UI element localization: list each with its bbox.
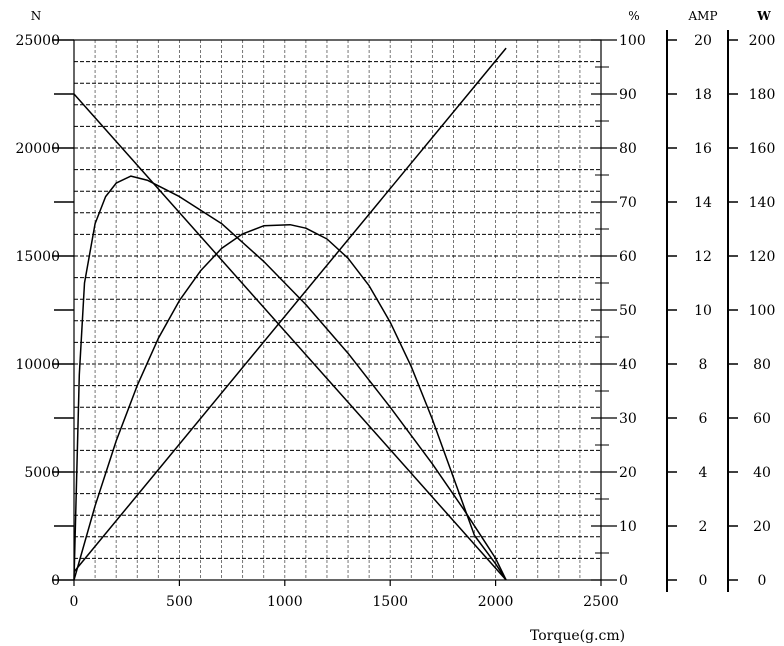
efficiency-tick-label: 50 [619, 303, 637, 319]
current-tick-label: 8 [699, 357, 708, 373]
efficiency-curve [73, 175, 507, 581]
speed-tick-label: 10000 [15, 357, 60, 373]
efficiency-tick-label: 30 [619, 411, 637, 427]
speed-axis-unit: N [31, 9, 42, 23]
x-tick-label: 1000 [267, 594, 303, 610]
current-tick-label: 4 [699, 465, 708, 481]
speed-tick-label: 5000 [24, 465, 60, 481]
power-tick-label: 160 [749, 141, 776, 157]
power-tick-label: 180 [749, 87, 776, 103]
power-curve [73, 223, 507, 581]
power-tick-label: 140 [749, 195, 776, 211]
plot-frame [73, 39, 602, 581]
speed-axis: N 0 5000 10000 15000 20000 25000 [15, 9, 74, 589]
speed-tick-label: 0 [51, 573, 60, 589]
power-tick-label: 120 [749, 249, 776, 265]
x-tick-label: 2500 [583, 594, 619, 610]
power-tick-label: 100 [749, 303, 776, 319]
current-tick-label: 6 [699, 411, 708, 427]
efficiency-tick-label: 90 [619, 87, 637, 103]
power-tick-label: 80 [753, 357, 771, 373]
x-tick-label: 500 [166, 594, 193, 610]
x-axis-title: Torque(g.cm) [530, 628, 625, 644]
efficiency-axis: % 0 10 20 30 40 50 60 70 80 90 100 [591, 9, 646, 589]
series-curves [73, 47, 507, 581]
power-tick-label: 40 [753, 465, 771, 481]
efficiency-tick-label: 10 [619, 519, 637, 535]
x-tick-label: 1500 [372, 594, 408, 610]
efficiency-tick-label: 80 [619, 141, 637, 157]
current-axis-unit: AMP [687, 9, 717, 23]
x-axis: 0 500 1000 1500 2000 2500 [70, 580, 619, 610]
current-tick-label: 10 [694, 303, 712, 319]
current-axis: AMP 0 2 4 6 8 10 12 14 16 18 20 [666, 9, 718, 592]
current-tick-label: 2 [699, 519, 708, 535]
current-curve [73, 47, 507, 573]
speed-tick-label: 20000 [15, 141, 60, 157]
x-tick-label: 0 [70, 594, 79, 610]
efficiency-tick-label: 60 [619, 249, 637, 265]
current-tick-label: 16 [694, 141, 712, 157]
efficiency-axis-unit: % [628, 9, 639, 23]
x-tick-label: 2000 [478, 594, 514, 610]
power-axis-unit: W [756, 9, 771, 23]
speed-curve [73, 93, 507, 581]
efficiency-tick-label: 100 [619, 33, 646, 49]
speed-tick-label: 15000 [15, 249, 60, 265]
efficiency-tick-label: 20 [619, 465, 637, 481]
efficiency-tick-label: 70 [619, 195, 637, 211]
power-tick-label: 200 [749, 33, 776, 49]
grid [73, 39, 602, 581]
current-tick-label: 14 [694, 195, 712, 211]
current-tick-label: 12 [694, 249, 712, 265]
efficiency-tick-label: 0 [619, 573, 628, 589]
current-tick-label: 18 [694, 87, 712, 103]
current-tick-label: 20 [694, 33, 712, 49]
power-tick-label: 0 [758, 573, 767, 589]
speed-tick-label: 25000 [15, 33, 60, 49]
current-tick-label: 0 [699, 573, 708, 589]
power-tick-label: 60 [753, 411, 771, 427]
efficiency-tick-label: 40 [619, 357, 637, 373]
power-axis: W 0 20 40 60 80 100 120 140 160 180 200 [727, 9, 776, 592]
power-tick-label: 20 [753, 519, 771, 535]
